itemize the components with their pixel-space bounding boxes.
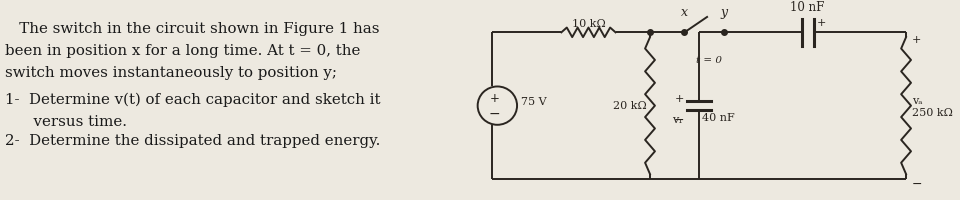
Text: been in position x for a long time. At t = 0, the: been in position x for a long time. At t… [5,44,360,58]
Text: x: x [681,6,688,19]
Text: +: + [912,35,922,45]
Text: y: y [720,6,728,19]
Text: −: − [489,107,500,121]
Text: ww: ww [582,35,595,44]
Text: 2-  Determine the dissipated and trapped energy.: 2- Determine the dissipated and trapped … [5,134,380,148]
Text: −: − [674,114,684,127]
Text: vₐ: vₐ [912,96,923,106]
Text: 40 nF: 40 nF [702,113,735,123]
Text: 10 kΩ: 10 kΩ [571,19,606,29]
Text: 1-  Determine v(t) of each capacitor and sketch it: 1- Determine v(t) of each capacitor and … [5,93,380,107]
Text: 250 kΩ: 250 kΩ [912,108,953,118]
Text: versus time.: versus time. [5,115,127,129]
Text: The switch in the circuit shown in Figure 1 has: The switch in the circuit shown in Figur… [5,22,379,36]
Text: t = 0: t = 0 [696,56,722,65]
Text: 10 nF: 10 nF [790,1,825,14]
Text: +: + [816,18,826,28]
Text: 75 V: 75 V [521,97,546,107]
Text: +: + [490,92,499,105]
Text: +: + [675,94,684,104]
Text: switch moves instantaneously to position y;: switch moves instantaneously to position… [5,66,337,80]
Text: v₁: v₁ [672,115,683,125]
Text: 20 kΩ: 20 kΩ [613,101,647,111]
Text: −: − [912,178,923,191]
